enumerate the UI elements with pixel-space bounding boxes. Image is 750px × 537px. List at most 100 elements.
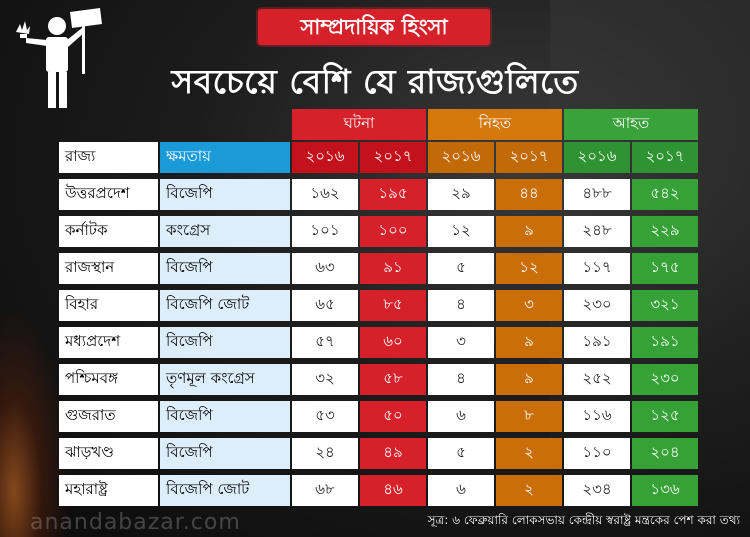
value-cell: ৪৪ bbox=[496, 179, 562, 210]
headline: সবচেয়ে বেশি যে রাজ্যগুলিতে bbox=[171, 62, 579, 101]
value-cell: ৫ bbox=[428, 438, 494, 469]
value-cell: ৩ bbox=[428, 327, 494, 358]
value-cell: ৯ bbox=[496, 216, 562, 247]
group-header-injured: আহত bbox=[564, 109, 698, 140]
table-row: উত্তরপ্রদেশ বিজেপি ১৬২ ১৯৫ ২৯ ৪৪ ৪৮৮ ৫৪২ bbox=[59, 179, 698, 210]
value-cell: ১১৬ bbox=[564, 401, 630, 432]
value-cell: ২৫২ bbox=[564, 364, 630, 395]
ruling-party-cell: বিজেপি bbox=[160, 253, 290, 284]
source-note: সূত্র: ৬ ফেব্রুয়ারি লোকসভায় কেন্দ্রীয়… bbox=[427, 513, 740, 527]
value-cell: ৯ bbox=[496, 364, 562, 395]
table-row: ঝাড়খণ্ড বিজেপি ২৪ ৪৯ ৫ ২ ১১০ ২০৪ bbox=[59, 438, 698, 469]
value-cell: ৪ bbox=[428, 364, 494, 395]
value-cell: ৮৫ bbox=[360, 290, 426, 321]
protester-icon bbox=[16, 8, 102, 108]
table-row: মধ্যপ্রদেশ বিজেপি ৫৭ ৬০ ৩ ৯ ১৯১ ১৯১ bbox=[59, 327, 698, 358]
ruling-party-cell: বিজেপি bbox=[160, 438, 290, 469]
state-cell: রাজস্থান bbox=[59, 253, 158, 284]
ruling-party-cell: তৃণমূল কংগ্রেস bbox=[160, 364, 290, 395]
value-cell: ৬৫ bbox=[292, 290, 358, 321]
value-cell: ১২ bbox=[496, 253, 562, 284]
table-row: বিহার বিজেপি জোট ৬৫ ৮৫ ৪ ৩ ২৩০ ৩২১ bbox=[59, 290, 698, 321]
value-cell: ৯১ bbox=[360, 253, 426, 284]
value-cell: ১০০ bbox=[360, 216, 426, 247]
value-cell: ১১০ bbox=[564, 438, 630, 469]
value-cell: ৪৬ bbox=[360, 475, 426, 506]
column-header-state: রাজ্য bbox=[59, 142, 158, 173]
state-cell: মধ্যপ্রদেশ bbox=[59, 327, 158, 358]
state-cell: ঝাড়খণ্ড bbox=[59, 438, 158, 469]
table-row: রাজস্থান বিজেপি ৬৩ ৯১ ৫ ১২ ১১৭ ১৭৫ bbox=[59, 253, 698, 284]
value-cell: ১৩৬ bbox=[632, 475, 698, 506]
ruling-party-cell: কংগ্রেস bbox=[160, 216, 290, 247]
group-header-incidents: ঘটনা bbox=[292, 109, 426, 140]
ruling-party-cell: বিজেপি bbox=[160, 179, 290, 210]
value-cell: ৩২১ bbox=[632, 290, 698, 321]
watermark: anandabazar.com bbox=[30, 510, 241, 535]
value-cell: ২৯ bbox=[428, 179, 494, 210]
value-cell: ৬৮ bbox=[292, 475, 358, 506]
ruling-party-cell: বিজেপি bbox=[160, 401, 290, 432]
value-cell: ৫৭ bbox=[292, 327, 358, 358]
group-header-killed: নিহত bbox=[428, 109, 562, 140]
value-cell: ৩২ bbox=[292, 364, 358, 395]
value-cell: ৯ bbox=[496, 327, 562, 358]
table-row: পশ্চিমবঙ্গ তৃণমূল কংগ্রেস ৩২ ৫৮ ৪ ৯ ২৫২ ২৩০ bbox=[59, 364, 698, 395]
data-table: ঘটনা নিহত আহত রাজ্য ক্ষমতায় ২০১৬ ২০১৭ ২… bbox=[57, 107, 700, 508]
value-cell: ১০১ bbox=[292, 216, 358, 247]
table-row: গুজরাত বিজেপি ৫৩ ৫০ ৬ ৮ ১১৬ ১২৫ bbox=[59, 401, 698, 432]
ruling-party-cell: বিজেপি জোট bbox=[160, 475, 290, 506]
state-cell: উত্তরপ্রদেশ bbox=[59, 179, 158, 210]
value-cell: ১৯১ bbox=[632, 327, 698, 358]
value-cell: ৪৯ bbox=[360, 438, 426, 469]
value-cell: ১১৭ bbox=[564, 253, 630, 284]
table-body: উত্তরপ্রদেশ বিজেপি ১৬২ ১৯৫ ২৯ ৪৪ ৪৮৮ ৫৪২ কর্নাটক… bbox=[59, 179, 698, 506]
value-cell: ২২৯ bbox=[632, 216, 698, 247]
column-header-year: ২০১৭ bbox=[632, 142, 698, 173]
value-cell: ১৬২ bbox=[292, 179, 358, 210]
state-cell: মহারাষ্ট্র bbox=[59, 475, 158, 506]
value-cell: ৮ bbox=[496, 401, 562, 432]
column-header-year: ২০১৬ bbox=[428, 142, 494, 173]
value-cell: ১৭৫ bbox=[632, 253, 698, 284]
value-cell: ৫৩ bbox=[292, 401, 358, 432]
value-cell: ৪ bbox=[428, 290, 494, 321]
table-row: মহারাষ্ট্র বিজেপি জোট ৬৮ ৪৬ ৬ ২ ২৩৪ ১৩৬ bbox=[59, 475, 698, 506]
value-cell: ৫৪২ bbox=[632, 179, 698, 210]
value-cell: ১৯১ bbox=[564, 327, 630, 358]
value-cell: ২৩৪ bbox=[564, 475, 630, 506]
value-cell: ৬০ bbox=[360, 327, 426, 358]
ruling-party-cell: বিজেপি জোট bbox=[160, 290, 290, 321]
column-header-power: ক্ষমতায় bbox=[160, 142, 290, 173]
state-cell: পশ্চিমবঙ্গ bbox=[59, 364, 158, 395]
value-cell: ২৩০ bbox=[632, 364, 698, 395]
value-cell: ১২৫ bbox=[632, 401, 698, 432]
ruling-party-cell: বিজেপি bbox=[160, 327, 290, 358]
value-cell: ১৯৫ bbox=[360, 179, 426, 210]
value-cell: ৫০ bbox=[360, 401, 426, 432]
value-cell: ২ bbox=[496, 438, 562, 469]
banner-title: সাম্প্রদায়িক হিংসা bbox=[258, 9, 490, 45]
value-cell: ৬ bbox=[428, 475, 494, 506]
column-header-year: ২০১৬ bbox=[564, 142, 630, 173]
state-cell: গুজরাত bbox=[59, 401, 158, 432]
value-cell: ২০৪ bbox=[632, 438, 698, 469]
value-cell: ৬৩ bbox=[292, 253, 358, 284]
column-header-year: ২০১৭ bbox=[496, 142, 562, 173]
value-cell: ২ bbox=[496, 475, 562, 506]
value-cell: ৫৮ bbox=[360, 364, 426, 395]
value-cell: ৪৮৮ bbox=[564, 179, 630, 210]
column-header-year: ২০১৭ bbox=[360, 142, 426, 173]
fire-background bbox=[0, 307, 70, 537]
value-cell: ৬ bbox=[428, 401, 494, 432]
state-cell: বিহার bbox=[59, 290, 158, 321]
value-cell: ৫ bbox=[428, 253, 494, 284]
value-cell: ২৪ bbox=[292, 438, 358, 469]
value-cell: ২৩০ bbox=[564, 290, 630, 321]
column-header-year: ২০১৬ bbox=[292, 142, 358, 173]
column-header-row: রাজ্য ক্ষমতায় ২০১৬ ২০১৭ ২০১৬ ২০১৭ ২০১৬ … bbox=[59, 142, 698, 173]
table-row: কর্নাটক কংগ্রেস ১০১ ১০০ ১২ ৯ ২৪৮ ২২৯ bbox=[59, 216, 698, 247]
state-cell: কর্নাটক bbox=[59, 216, 158, 247]
value-cell: ১২ bbox=[428, 216, 494, 247]
